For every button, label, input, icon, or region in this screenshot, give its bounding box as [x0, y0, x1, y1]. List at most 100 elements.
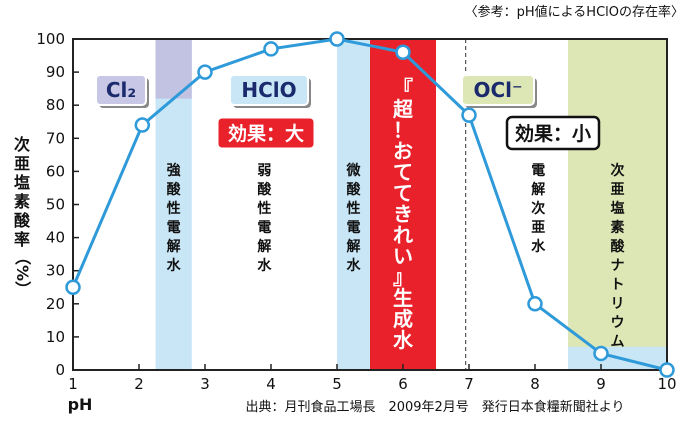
band-label-2-char: 成: [393, 307, 413, 331]
band-label-3-char: 亜: [611, 182, 625, 198]
band-label-1-char: 酸: [347, 181, 362, 198]
band-label-layer: 強酸性電解水微酸性電解水『超！おててきれい』生成水次亜塩素酸ナトリウム弱酸性電解…: [167, 76, 626, 352]
band-label-2-char: お: [393, 139, 413, 163]
y-tick-label: 50: [46, 196, 65, 214]
band-label-0-char: 性: [167, 200, 181, 217]
x-tick-label: 3: [200, 375, 210, 393]
x-tick-label: 5: [332, 375, 342, 393]
band-label-2-char: い: [393, 244, 413, 268]
band-label-3-char: ナ: [611, 258, 625, 274]
data-point: [134, 117, 151, 133]
extra-label-1-char: 次: [531, 200, 545, 217]
band-label-0-char: 解: [167, 238, 181, 255]
x-tick-label: 6: [398, 375, 408, 393]
y-axis-label-char: 塩: [14, 173, 30, 192]
species-box: [229, 74, 309, 106]
species-label: Cl₂: [106, 78, 136, 102]
band-label-1-char: 性: [347, 200, 361, 217]
data-point: [659, 362, 675, 378]
extra-label-0-char: 解: [257, 238, 271, 255]
source-text: 出典：月刊食品工場長 2009年2月号 発行日本食糧新聞社より: [245, 399, 624, 415]
data-point: [197, 64, 213, 80]
series-layer: [65, 31, 675, 378]
x-tick-label: 8: [530, 375, 540, 393]
effect-large-label: 効果：大: [228, 122, 304, 145]
extra-label-0-char: 性: [257, 200, 271, 217]
band-label-0-char: 酸: [167, 181, 182, 198]
band-label-0-char: 強: [167, 162, 181, 179]
extra-label-0-char: 弱: [257, 163, 271, 179]
band-label-2-char: 『: [393, 76, 413, 100]
series-line: [71, 37, 668, 372]
data-point: [329, 31, 345, 47]
data-point: [461, 107, 477, 123]
band-label-3-char: ト: [611, 277, 625, 293]
band-label-2-char: 超: [392, 97, 414, 121]
band-3: [568, 39, 667, 370]
x-tick-layer: 1 2 3 4 5 6 7 8 9 10: [68, 364, 677, 393]
band-label-3-char: ム: [611, 334, 625, 350]
y-axis-label-char: （%）: [13, 249, 32, 297]
y-axis-label-char: 素: [14, 192, 30, 211]
band-label-2-char: れ: [393, 223, 413, 247]
y-axis-label-char: 酸: [14, 211, 31, 230]
band-label-3-char: 酸: [611, 238, 626, 255]
y-axis-label-char: 率: [14, 230, 30, 249]
extra-label-1-char: 水: [531, 238, 546, 255]
x-tick-label: 4: [266, 375, 276, 393]
x-tick-label: 1: [68, 375, 78, 393]
band-label-3-char: ウ: [611, 315, 625, 331]
band-1: [337, 39, 370, 370]
y-tick-label: 60: [46, 162, 65, 180]
chart-note: 〈参考：pH値によるHClOの存在率〉: [465, 4, 684, 20]
effect-small-label: 効果：小: [515, 122, 591, 145]
y-tick-layer: 0 10 20 30 40 50 60 70 80 90 100: [36, 30, 79, 379]
y-axis-label-char: 亜: [14, 154, 30, 173]
band-label-3-char: リ: [611, 296, 625, 312]
y-tick-label: 20: [46, 295, 65, 313]
extra-label-0-char: 電: [257, 219, 271, 236]
y-tick-label: 90: [46, 63, 65, 81]
band-label-3-char: 次: [611, 162, 625, 179]
extra-label-1-char: 亜: [531, 220, 545, 236]
band-label-2-char: て: [393, 181, 413, 205]
effect-layer: 効果：大 効果：小: [215, 115, 601, 151]
band-label-3-char: 素: [611, 219, 625, 236]
x-axis-label: pH: [68, 395, 93, 414]
x-tick-label: 2: [134, 375, 144, 393]
data-point: [65, 279, 81, 295]
x-tick-label: 10: [657, 375, 676, 393]
x-tick-label: 7: [464, 375, 474, 393]
band-label-2-char: て: [393, 160, 413, 184]
band-label-0-char: 電: [167, 219, 181, 236]
band-label-0-char: 水: [167, 257, 182, 274]
species-box: [95, 74, 147, 106]
band-label-2-char: き: [393, 202, 413, 226]
y-tick-label: 30: [46, 262, 65, 280]
x-tick-label: 9: [596, 375, 606, 393]
y-tick-label: 70: [46, 129, 65, 147]
band-label-1-char: 電: [347, 219, 361, 236]
band-label-1-char: 微: [346, 162, 362, 179]
species-box: [461, 74, 535, 106]
band-label-2-char: 生: [393, 286, 413, 310]
band-label-2-char: 水: [393, 328, 414, 352]
band-label-1-char: 水: [347, 257, 362, 274]
extra-label-0-char: 酸: [257, 181, 272, 198]
data-point: [593, 345, 609, 362]
effect-small-box: [505, 115, 601, 151]
species-label: HClO: [241, 78, 296, 102]
extra-label-1-char: 解: [531, 181, 545, 198]
species-layer: Cl₂ HClO OCl⁻: [95, 74, 537, 108]
extra-label-0-char: 水: [257, 257, 272, 274]
species-label: OCl⁻: [473, 78, 522, 102]
effect-large-box: [215, 115, 317, 151]
y-tick-label: 100: [36, 30, 65, 48]
y-tick-label: 80: [46, 96, 65, 114]
y-axis-label-char: 次: [14, 135, 30, 154]
band-layer: [155, 39, 667, 370]
extra-label-1-char: 電: [531, 162, 545, 179]
y-tick-label: 10: [46, 328, 65, 346]
